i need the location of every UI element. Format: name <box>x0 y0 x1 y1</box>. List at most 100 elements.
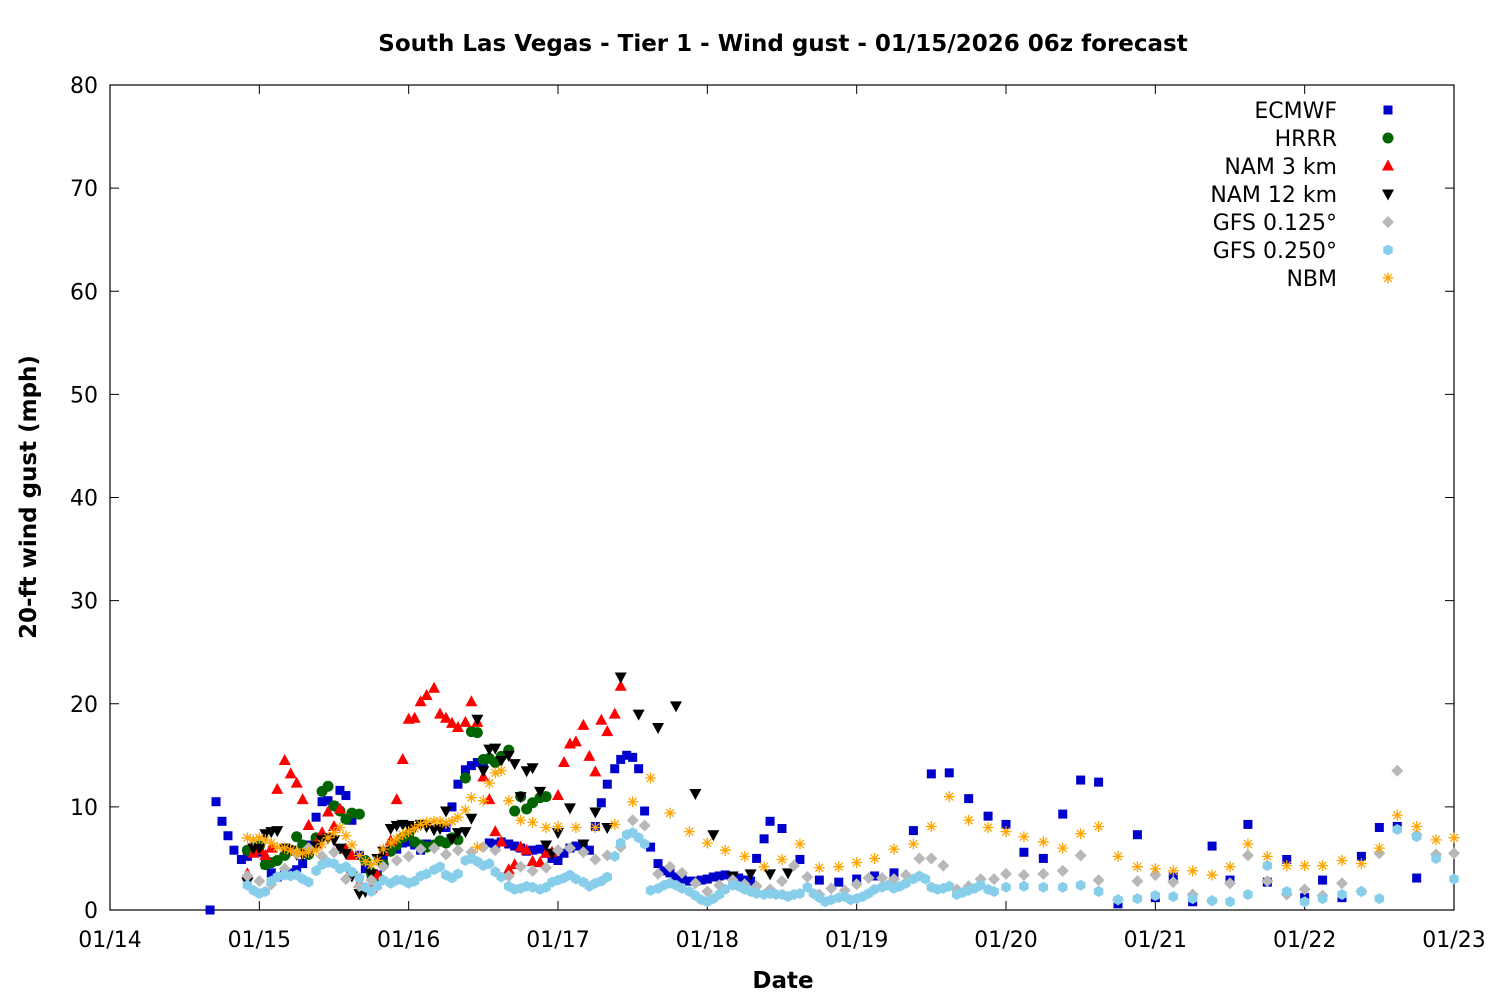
data-point <box>1113 894 1123 906</box>
data-point <box>1001 819 1011 829</box>
data-point <box>869 852 881 864</box>
data-point <box>359 856 371 868</box>
data-point <box>683 826 695 838</box>
legend-marker <box>1382 132 1394 144</box>
legend-marker <box>1382 189 1394 201</box>
data-point <box>714 871 724 881</box>
data-point <box>333 843 346 855</box>
data-point <box>1431 852 1441 864</box>
data-point <box>634 764 644 774</box>
data-point <box>696 875 706 885</box>
x-tick-label: 01/17 <box>526 928 589 953</box>
data-point <box>1018 831 1030 843</box>
data-point <box>236 854 246 864</box>
data-point <box>495 755 508 767</box>
data-point <box>460 765 470 775</box>
data-point <box>490 839 500 849</box>
data-point <box>614 672 627 684</box>
data-point <box>1149 863 1161 875</box>
data-point <box>453 868 463 880</box>
data-point <box>1075 879 1086 891</box>
data-point <box>471 714 484 726</box>
data-point <box>465 792 477 804</box>
data-point <box>311 865 321 877</box>
data-point <box>1281 860 1293 872</box>
legend-entry-label: HRRR <box>1275 127 1337 152</box>
data-point <box>1356 851 1366 861</box>
data-point <box>913 852 926 865</box>
data-point <box>571 873 581 885</box>
x-axis-label: Date <box>752 968 813 994</box>
data-point <box>825 882 838 895</box>
data-point <box>1355 858 1367 870</box>
data-point <box>639 838 650 850</box>
data-point <box>391 833 403 845</box>
data-point <box>316 838 328 850</box>
data-point <box>645 884 656 896</box>
data-point <box>759 834 769 844</box>
data-point <box>1000 867 1012 880</box>
legend-entry-label: NAM 3 km <box>1224 155 1337 180</box>
data-point <box>1132 830 1142 840</box>
data-point <box>776 875 788 888</box>
data-point <box>571 841 581 851</box>
data-point <box>328 827 340 839</box>
data-point <box>671 872 681 882</box>
legend-marker <box>1383 105 1393 115</box>
data-point <box>1076 775 1086 785</box>
data-point <box>1187 893 1198 905</box>
data-point <box>570 822 582 833</box>
legend-marker <box>1383 244 1393 256</box>
data-point <box>1167 865 1179 877</box>
data-point <box>466 761 476 771</box>
data-point <box>1299 896 1310 908</box>
data-point <box>908 826 918 836</box>
data-point <box>510 841 520 851</box>
data-point <box>552 820 564 832</box>
legend-entry-label: NBM <box>1286 267 1337 292</box>
data-point <box>253 875 266 888</box>
data-point <box>279 842 291 854</box>
data-point <box>453 779 463 789</box>
data-point <box>322 780 334 792</box>
series-6-points <box>242 824 1459 908</box>
data-point <box>465 813 478 825</box>
data-point <box>813 862 825 874</box>
data-point <box>495 765 507 777</box>
data-point <box>471 841 483 853</box>
data-point <box>335 785 345 795</box>
data-point <box>734 873 744 883</box>
data-point <box>563 803 576 815</box>
series-5-points <box>241 764 1460 907</box>
data-point <box>534 786 547 798</box>
data-point <box>1017 868 1030 881</box>
data-point <box>1093 885 1104 897</box>
data-point <box>385 837 397 849</box>
data-point <box>601 725 614 737</box>
legend-marker <box>1382 159 1394 171</box>
data-point <box>577 839 590 851</box>
data-point <box>559 848 569 858</box>
data-point <box>1074 849 1087 862</box>
data-point <box>552 828 564 840</box>
data-point <box>302 818 315 830</box>
data-point <box>964 794 974 804</box>
data-point <box>765 816 775 826</box>
data-point <box>614 679 627 691</box>
data-point <box>925 820 937 832</box>
data-point <box>310 844 322 856</box>
data-point <box>496 871 507 883</box>
data-point <box>504 839 514 849</box>
data-point <box>776 853 788 865</box>
data-point <box>626 814 639 827</box>
data-point <box>1281 885 1292 897</box>
data-point <box>384 824 397 836</box>
data-point <box>1261 875 1274 888</box>
data-point <box>869 883 880 895</box>
data-point <box>514 792 527 804</box>
data-point <box>1336 855 1348 866</box>
chart-title: South Las Vegas - Tier 1 - Wind gust - 0… <box>378 31 1187 57</box>
data-point <box>527 881 538 893</box>
data-point <box>937 859 950 872</box>
data-point <box>622 750 632 760</box>
